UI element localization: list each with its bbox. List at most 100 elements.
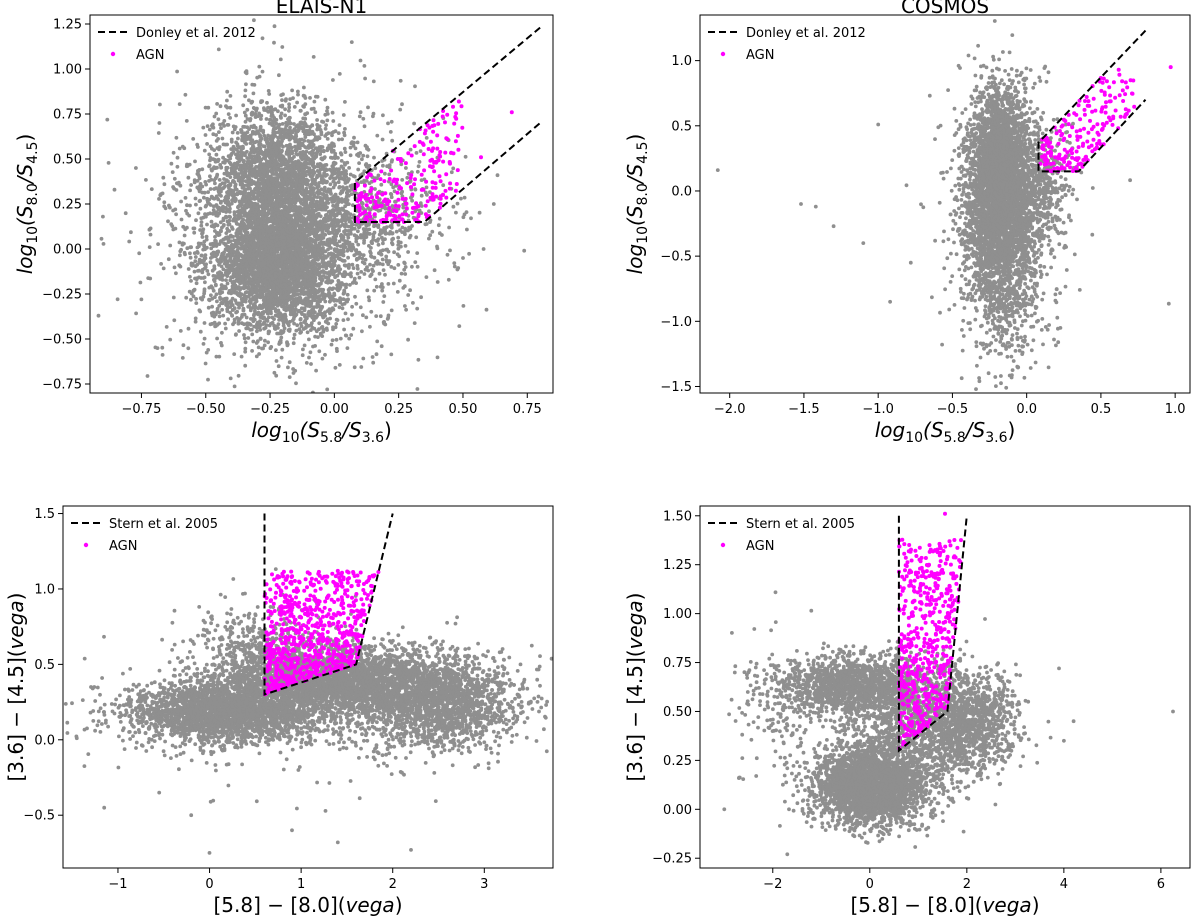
source-point: [245, 159, 250, 164]
source-point: [309, 362, 313, 366]
source-point: [276, 135, 280, 140]
source-point: [262, 315, 266, 320]
source-point: [257, 156, 262, 161]
source-point: [259, 256, 264, 261]
source-point: [286, 166, 291, 171]
source-point: [361, 253, 366, 257]
source-point: [202, 148, 207, 153]
source-point: [278, 338, 283, 343]
source-point: [216, 117, 221, 122]
source-point: [273, 134, 277, 138]
source-point: [333, 303, 338, 307]
source-point: [261, 346, 265, 351]
source-point: [355, 271, 360, 276]
source-point: [220, 307, 225, 312]
source-point: [284, 124, 289, 128]
source-point: [272, 131, 277, 135]
source-point: [276, 130, 281, 135]
source-point: [99, 236, 104, 241]
source-point: [240, 134, 245, 139]
source-point: [233, 175, 237, 180]
source-point: [320, 356, 325, 361]
source-point: [255, 329, 259, 334]
source-point: [274, 147, 279, 152]
source-point: [212, 279, 217, 283]
panel-elais-donley: −0.75 −0.50 −0.25 0.00 0.25 0.50 0.75−0.75−0.5…: [13, 0, 554, 446]
source-point: [368, 262, 372, 267]
source-point: [262, 343, 267, 348]
source-point: [203, 105, 208, 110]
source-point: [245, 156, 250, 160]
source-point: [243, 190, 247, 195]
source-point: [280, 122, 285, 126]
source-point: [284, 161, 289, 166]
source-point: [253, 294, 258, 299]
source-point: [281, 320, 286, 325]
source-point: [363, 257, 368, 262]
source-point: [344, 282, 349, 287]
source-point: [235, 273, 239, 278]
source-point: [326, 131, 331, 136]
source-point: [253, 301, 257, 306]
source-point: [258, 128, 263, 133]
source-point: [308, 277, 312, 282]
source-point: [200, 167, 205, 172]
source-point: [338, 336, 343, 341]
source-point: [379, 344, 384, 349]
source-point: [362, 64, 367, 68]
source-point: [227, 222, 232, 227]
source-point: [218, 104, 223, 109]
source-point: [295, 100, 299, 105]
source-point: [305, 132, 310, 137]
source-point: [203, 133, 208, 137]
source-point: [264, 174, 269, 179]
source-point: [267, 92, 272, 96]
source-point: [386, 315, 391, 320]
source-point: [319, 132, 324, 137]
source-point: [337, 123, 342, 127]
source-point: [313, 334, 317, 339]
source-point: [349, 274, 353, 279]
source-point: [270, 123, 274, 127]
source-point: [245, 323, 250, 327]
source-point: [242, 336, 247, 341]
source-point: [255, 339, 260, 344]
source-point: [307, 355, 311, 360]
source-point: [205, 142, 210, 146]
source-point: [258, 319, 262, 323]
source-point: [260, 253, 265, 258]
source-point: [189, 291, 194, 296]
source-point: [284, 218, 289, 223]
source-point: [241, 103, 246, 108]
source-point: [255, 208, 259, 212]
source-point: [207, 201, 212, 206]
source-point: [308, 293, 313, 298]
source-point: [256, 345, 261, 350]
source-point: [247, 173, 251, 178]
source-point: [303, 96, 308, 100]
source-point: [277, 163, 282, 168]
source-point: [269, 270, 274, 274]
source-point: [325, 137, 330, 141]
source-point: [224, 278, 228, 282]
source-point: [298, 219, 303, 224]
source-point: [325, 112, 330, 116]
source-point: [236, 136, 240, 141]
source-point: [259, 117, 263, 121]
source-point: [226, 199, 231, 204]
source-point: [287, 360, 292, 365]
source-point: [243, 349, 248, 354]
source-point: [209, 293, 213, 298]
source-point: [209, 246, 214, 251]
source-point: [359, 270, 364, 274]
source-point: [230, 268, 235, 273]
source-point: [216, 157, 221, 162]
source-point: [252, 173, 257, 178]
source-point: [279, 160, 284, 165]
source-point: [314, 200, 319, 205]
source-point: [207, 152, 212, 157]
source-point: [311, 277, 316, 282]
source-point: [323, 163, 327, 168]
source-point: [234, 113, 239, 118]
